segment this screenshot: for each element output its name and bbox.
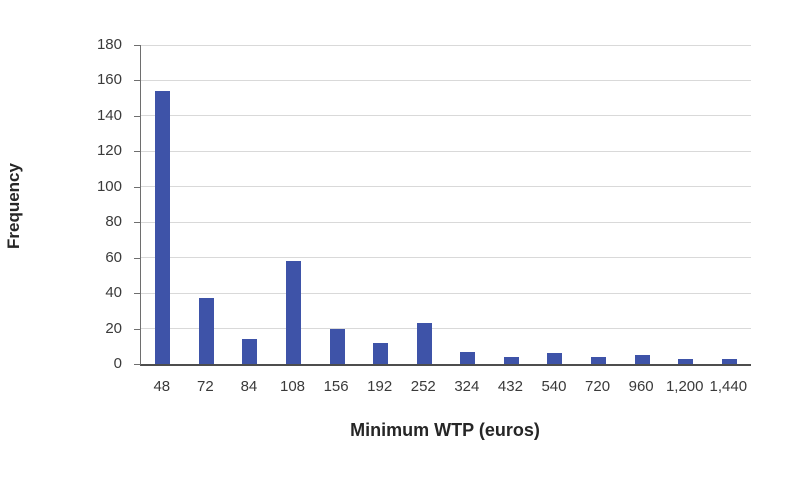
x-tick-label-252: 252 xyxy=(410,378,436,395)
y-tick-label-40: 40 xyxy=(105,284,122,302)
y-tick-label-0: 0 xyxy=(113,355,122,372)
y-tick-mark-100 xyxy=(134,186,140,188)
y-tick-label-100: 100 xyxy=(96,177,122,195)
x-tick-label-540: 540 xyxy=(541,378,567,395)
y-tick-mark-140 xyxy=(134,115,140,117)
gridline-y-100 xyxy=(141,186,751,188)
gridline-y-80 xyxy=(141,221,751,223)
bar-252 xyxy=(416,323,432,364)
x-tick-label-108: 108 xyxy=(280,378,306,395)
y-tick-mark-160 xyxy=(134,80,140,82)
x-tick-label-1,200: 1,200 xyxy=(665,378,704,395)
y-tick-mark-40 xyxy=(134,293,140,295)
bar-720 xyxy=(591,356,607,364)
bar-slot xyxy=(272,45,316,364)
x-tick-label-48: 48 xyxy=(153,378,171,395)
y-tick-mark-120 xyxy=(134,151,140,153)
x-tick-label-432: 432 xyxy=(497,378,523,395)
gridline-y-40 xyxy=(141,292,751,294)
bar-slot xyxy=(315,45,359,364)
bar-108 xyxy=(286,261,302,364)
bar-540 xyxy=(547,353,563,364)
bar-slot xyxy=(708,45,752,364)
bars-group xyxy=(141,45,751,364)
bar-slot xyxy=(141,45,185,364)
bar-slot xyxy=(359,45,403,364)
x-tick-label-192: 192 xyxy=(367,378,393,395)
bar-192 xyxy=(373,342,389,364)
x-tick-label-720: 720 xyxy=(585,378,611,395)
y-tick-label-160: 160 xyxy=(96,71,122,89)
y-tick-label-80: 80 xyxy=(105,213,122,231)
x-axis-tick-labels: 48 72 84 108 156 192 252 324 432 540 720 960 1,200 1,… xyxy=(140,378,750,395)
plot-area xyxy=(140,44,751,366)
y-tick-label-180: 180 xyxy=(96,36,122,53)
x-axis-title: Minimum WTP (euros) xyxy=(350,420,540,440)
y-tick-mark-20 xyxy=(134,328,140,330)
bar-slot xyxy=(490,45,534,364)
x-tick-label-960: 960 xyxy=(628,378,654,395)
gridline-y-60 xyxy=(141,257,751,259)
y-tick-label-140: 140 xyxy=(96,106,122,124)
gridline-y-20 xyxy=(141,328,751,330)
gridline-y-140 xyxy=(141,115,751,117)
x-tick-label-324: 324 xyxy=(454,378,480,395)
bar-156 xyxy=(329,328,345,364)
gridline-y-160 xyxy=(141,79,751,81)
bar-slot xyxy=(402,45,446,364)
y-tick-mark-180 xyxy=(134,45,140,46)
bar-48 xyxy=(155,91,171,364)
x-tick-label-84: 84 xyxy=(240,378,258,395)
bar-slot xyxy=(620,45,664,364)
bar-324 xyxy=(460,351,476,364)
x-tick-label-156: 156 xyxy=(323,378,349,395)
y-tick-mark-60 xyxy=(134,257,140,259)
bar-72 xyxy=(198,298,214,364)
gridline-y-120 xyxy=(141,150,751,152)
bar-slot xyxy=(664,45,708,364)
y-tick-label-120: 120 xyxy=(96,142,122,160)
bar-slot xyxy=(446,45,490,364)
bar-1,200 xyxy=(678,358,694,364)
bar-slot xyxy=(533,45,577,364)
y-tick-label-20: 20 xyxy=(105,319,122,337)
bar-432 xyxy=(503,356,519,364)
bar-960 xyxy=(634,355,650,364)
bar-84 xyxy=(242,339,258,364)
gridline-y-180 xyxy=(141,44,751,46)
bar-slot xyxy=(228,45,272,364)
y-tick-label-60: 60 xyxy=(105,248,122,266)
y-tick-mark-80 xyxy=(134,222,140,224)
y-tick-mark-0 xyxy=(134,364,140,365)
bar-slot xyxy=(185,45,229,364)
bar-1,440 xyxy=(721,358,737,364)
bar-slot xyxy=(577,45,621,364)
x-tick-label-72: 72 xyxy=(197,378,214,395)
x-tick-label-1,440: 1,440 xyxy=(709,378,748,395)
y-axis-title: Frequency xyxy=(4,163,23,249)
